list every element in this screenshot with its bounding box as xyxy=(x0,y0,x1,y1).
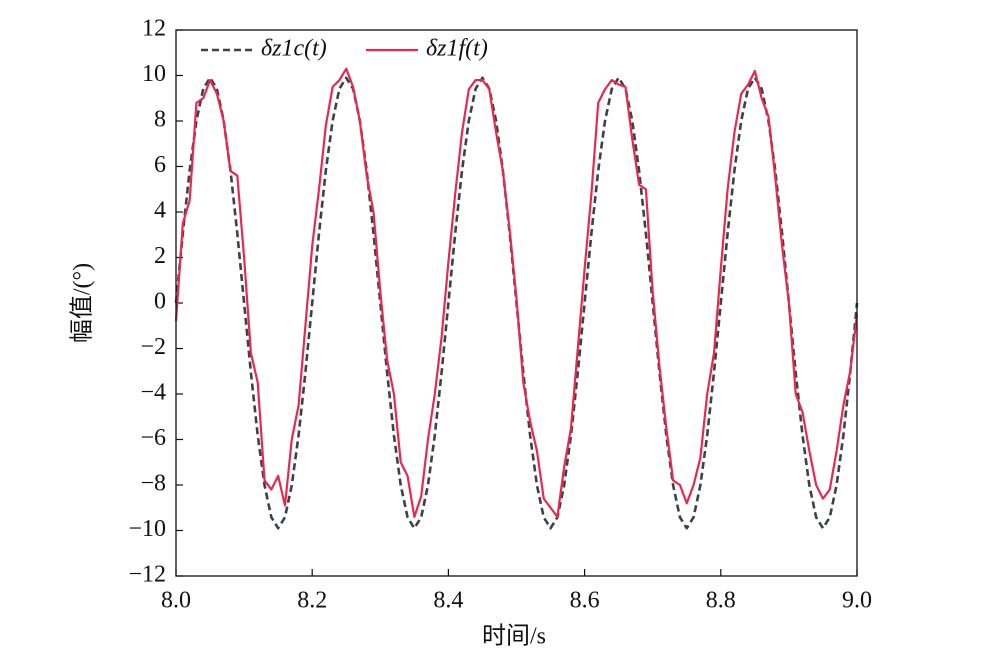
x-tick-label: 8.2 xyxy=(297,588,327,614)
y-tick-label: 10 xyxy=(142,61,166,87)
y-tick-label: −4 xyxy=(140,380,166,406)
x-axis-label: 时间/s xyxy=(482,623,546,650)
x-tick-label: 8.8 xyxy=(706,588,736,614)
legend-label: δz1c(t) xyxy=(261,36,327,62)
x-tick-label: 8.0 xyxy=(161,588,191,614)
y-axis-label: 幅值/(°) xyxy=(69,263,96,343)
x-tick-label: 8.6 xyxy=(570,588,600,614)
series-line xyxy=(174,67,859,518)
x-tick-label: 9.0 xyxy=(842,588,872,614)
y-tick-label: −12 xyxy=(128,562,166,588)
legend-label: δz1f(t) xyxy=(426,36,488,62)
y-tick-label: 12 xyxy=(142,16,166,42)
y-tick-label: −2 xyxy=(140,334,166,360)
y-tick-label: 2 xyxy=(154,243,166,269)
y-tick-label: −6 xyxy=(140,425,166,451)
y-tick-label: 6 xyxy=(154,152,166,178)
x-tick-label: 8.4 xyxy=(433,588,463,614)
y-tick-label: 0 xyxy=(154,289,166,315)
y-tick-label: 8 xyxy=(154,107,166,133)
y-tick-label: 4 xyxy=(154,198,166,224)
y-tick-label: −8 xyxy=(140,471,166,497)
y-tick-label: −10 xyxy=(128,516,166,542)
plot-frame xyxy=(175,29,858,577)
